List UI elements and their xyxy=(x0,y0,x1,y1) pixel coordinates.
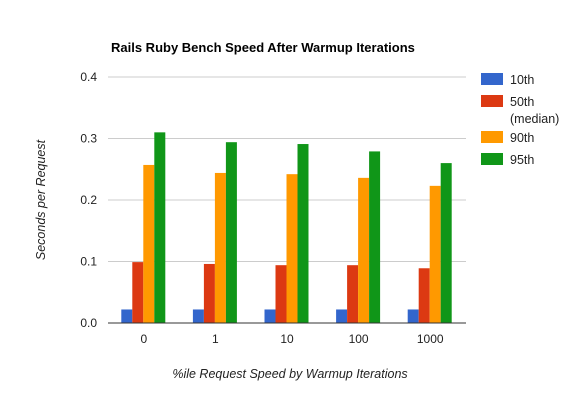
x-axis-label: %ile Request Speed by Warmup Iterations xyxy=(172,367,407,381)
bars xyxy=(121,132,452,323)
y-tick-label: 0.2 xyxy=(80,193,97,207)
legend-label: 50th xyxy=(510,95,534,109)
y-tick-label: 0.3 xyxy=(80,132,97,146)
legend-swatch xyxy=(481,95,503,107)
legend-swatch xyxy=(481,131,503,143)
bar xyxy=(143,164,155,323)
bar xyxy=(369,151,381,323)
y-tick-label: 0.4 xyxy=(80,70,97,84)
x-tick-label: 100 xyxy=(349,332,369,346)
bar xyxy=(132,262,144,323)
legend-label: (median) xyxy=(510,112,559,126)
x-tick-label: 0 xyxy=(140,332,147,346)
y-tick-label: 0.0 xyxy=(80,316,97,330)
bar xyxy=(418,268,430,323)
bar xyxy=(214,172,226,323)
bar xyxy=(440,163,452,323)
x-axis-ticks: 0 1 10 100 1000 xyxy=(140,332,443,346)
chart-title: Rails Ruby Bench Speed After Warmup Iter… xyxy=(111,40,415,55)
bar xyxy=(407,309,419,323)
y-tick-label: 0.1 xyxy=(80,255,97,269)
bar xyxy=(347,265,359,323)
x-tick-label: 1000 xyxy=(417,332,444,346)
bar xyxy=(264,309,276,323)
bar xyxy=(429,185,441,323)
bar xyxy=(154,132,166,323)
legend-label: 10th xyxy=(510,73,534,87)
bar xyxy=(336,309,348,323)
y-axis-label: Seconds per Request xyxy=(34,139,48,260)
bar xyxy=(297,144,309,323)
legend: 10th 50th (median) 90th 95th xyxy=(481,73,559,167)
bar xyxy=(275,265,287,323)
bar xyxy=(286,174,298,323)
bar xyxy=(358,177,370,323)
legend-label: 95th xyxy=(510,153,534,167)
legend-swatch xyxy=(481,153,503,165)
x-tick-label: 1 xyxy=(212,332,219,346)
bar xyxy=(121,309,133,323)
x-tick-label: 10 xyxy=(280,332,294,346)
legend-swatch xyxy=(481,73,503,85)
bar xyxy=(192,309,204,323)
bar xyxy=(225,142,237,323)
bar xyxy=(203,263,215,323)
legend-label: 90th xyxy=(510,131,534,145)
y-axis-ticks: 0.0 0.1 0.2 0.3 0.4 xyxy=(80,70,97,330)
